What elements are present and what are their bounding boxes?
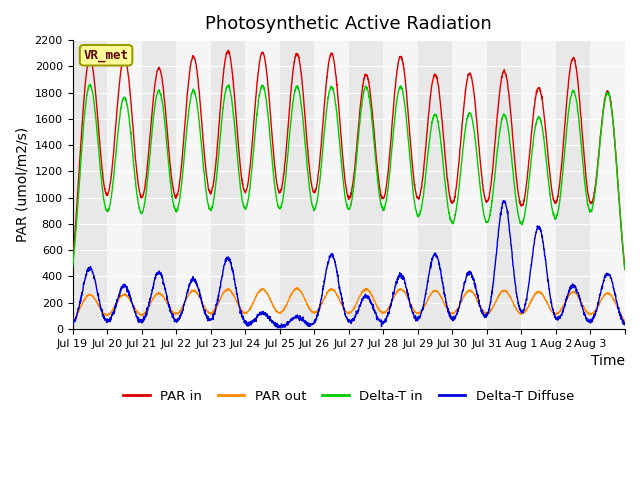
- Bar: [591, 40, 625, 329]
- Bar: [72, 40, 107, 329]
- Bar: [141, 40, 176, 329]
- Bar: [522, 40, 556, 329]
- Bar: [452, 40, 487, 329]
- Bar: [383, 40, 418, 329]
- Bar: [556, 40, 591, 329]
- Y-axis label: PAR (umol/m2/s): PAR (umol/m2/s): [15, 127, 29, 242]
- Bar: [107, 40, 141, 329]
- Bar: [176, 40, 211, 329]
- Bar: [211, 40, 245, 329]
- Bar: [245, 40, 280, 329]
- Bar: [314, 40, 349, 329]
- Bar: [349, 40, 383, 329]
- Bar: [418, 40, 452, 329]
- Text: VR_met: VR_met: [84, 49, 129, 62]
- Bar: [280, 40, 314, 329]
- Bar: [487, 40, 522, 329]
- Legend: PAR in, PAR out, Delta-T in, Delta-T Diffuse: PAR in, PAR out, Delta-T in, Delta-T Dif…: [118, 384, 579, 408]
- Title: Photosynthetic Active Radiation: Photosynthetic Active Radiation: [205, 15, 492, 33]
- X-axis label: Time: Time: [591, 354, 625, 368]
